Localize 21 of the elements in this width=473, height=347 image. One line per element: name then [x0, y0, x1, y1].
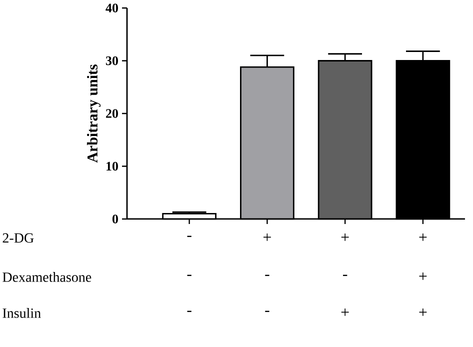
text: +: [419, 233, 427, 241]
text: -: [265, 310, 270, 312]
text: -: [187, 310, 192, 312]
text: +: [419, 308, 427, 316]
text: -: [265, 274, 270, 276]
y-tick-label: 10: [106, 162, 118, 171]
text: 2-DG: [2, 233, 34, 243]
y-tick-label: 40: [106, 4, 118, 12]
text: -: [187, 274, 192, 276]
y-tick-label: 0: [112, 214, 118, 224]
text: -: [343, 274, 348, 276]
text: +: [341, 308, 349, 316]
text: Insulin: [2, 308, 41, 318]
text: Dexamethasone: [2, 272, 92, 282]
text: +: [263, 233, 271, 241]
text: +: [419, 272, 427, 280]
y-tick-label: 20: [106, 109, 118, 118]
text: -: [187, 236, 192, 237]
y-tick-label: 30: [106, 56, 118, 66]
text: +: [341, 233, 349, 241]
y-axis-title: Arbitrary units: [86, 64, 101, 163]
